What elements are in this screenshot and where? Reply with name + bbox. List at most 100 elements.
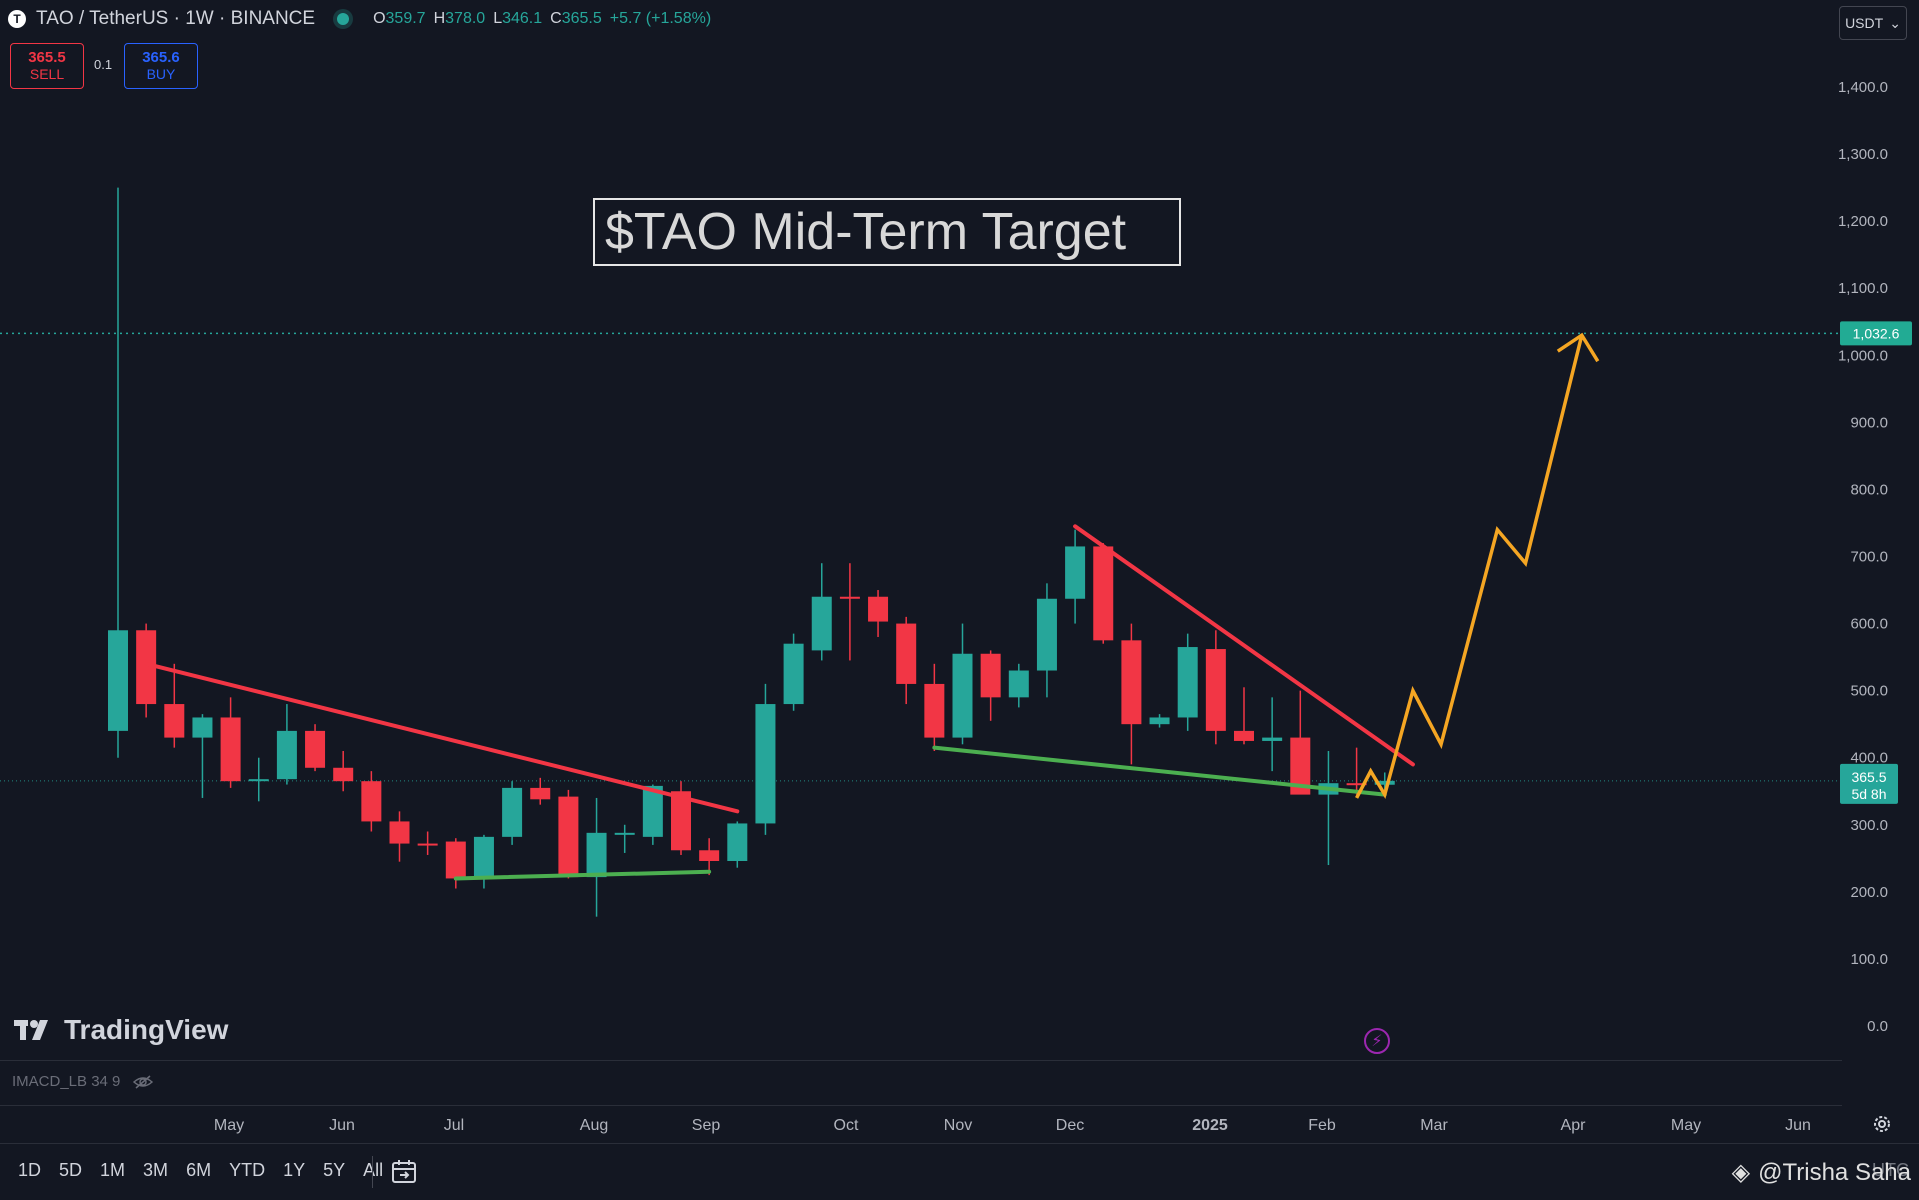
indicator-legend[interactable]: IMACD_LB 34 9 xyxy=(12,1073,154,1090)
target-price-label: 1,032.6 xyxy=(1853,325,1900,341)
candle-body xyxy=(248,779,269,782)
y-tick-label: 0.0 xyxy=(1867,1018,1888,1035)
x-tick-label: Jun xyxy=(329,1117,355,1134)
candle-body xyxy=(952,653,973,738)
range-5d[interactable]: 5D xyxy=(59,1160,83,1180)
candle-body xyxy=(276,730,297,780)
x-tick-label: May xyxy=(1671,1117,1701,1134)
y-tick-label: 500.0 xyxy=(1850,683,1888,700)
candle-body xyxy=(192,717,213,738)
candle-body xyxy=(305,730,326,768)
resistance-trendline xyxy=(1073,524,1415,767)
symbol-title[interactable]: TAO / TetherUS · 1W · BINANCE xyxy=(36,8,316,29)
currency-select[interactable]: USDT ⌄ xyxy=(1839,6,1907,40)
candle-body xyxy=(699,850,720,862)
chart-header: T TAO / TetherUS · 1W · BINANCE O359.7 H… xyxy=(8,8,711,30)
resistance-trendline xyxy=(144,661,740,814)
current-price-badge xyxy=(1840,763,1898,804)
x-tick-label: Feb xyxy=(1308,1117,1336,1134)
y-tick-label: 200.0 xyxy=(1850,884,1888,901)
sell-button[interactable]: 365.5 SELL xyxy=(10,43,84,89)
settings-gear-icon[interactable] xyxy=(1871,1113,1893,1135)
candle-body xyxy=(980,653,1001,698)
calendar-goto-icon[interactable] xyxy=(390,1158,418,1186)
eye-hidden-icon[interactable] xyxy=(132,1074,154,1090)
range-3m[interactable]: 3M xyxy=(143,1160,169,1180)
candle-body xyxy=(530,787,551,800)
candle-body xyxy=(1177,647,1198,718)
support-trendline xyxy=(932,745,1387,797)
toolbar-divider xyxy=(372,1156,373,1188)
current-price-label: 365.5 xyxy=(1851,769,1886,785)
range-ytd[interactable]: YTD xyxy=(229,1160,266,1180)
candle-body xyxy=(108,630,128,731)
x-tick-label: May xyxy=(214,1117,244,1134)
tradingview-logo[interactable]: TradingView xyxy=(14,1014,228,1046)
y-tick-label: 1,000.0 xyxy=(1838,347,1888,364)
tao-logo-icon: T xyxy=(8,10,26,28)
x-tick-label: Sep xyxy=(692,1117,721,1134)
projection-path xyxy=(1355,334,1584,800)
candle-body xyxy=(755,704,776,824)
x-tick-label: 2025 xyxy=(1192,1117,1228,1134)
y-tick-label: 1,200.0 xyxy=(1838,213,1888,230)
x-tick-label: Mar xyxy=(1420,1117,1448,1134)
candle-body xyxy=(1065,546,1086,599)
change-value: +5.7 (+1.58%) xyxy=(609,10,712,27)
author-watermark: ◈ @Trisha Saha xyxy=(1731,1158,1911,1187)
candle-body xyxy=(1008,670,1029,698)
target-price-badge xyxy=(1840,321,1912,346)
y-tick-label: 300.0 xyxy=(1850,817,1888,834)
y-tick-label: 900.0 xyxy=(1850,414,1888,431)
candle-body xyxy=(164,704,185,738)
candle-body xyxy=(1121,640,1142,725)
bottom-toolbar: 1D 5D 1M 3M 6M YTD 1Y 5Y All UTC ◈ @Trisha Saha xyxy=(0,1143,1919,1200)
candle-body xyxy=(1234,730,1254,741)
range-all[interactable]: All xyxy=(363,1160,384,1180)
range-6m[interactable]: 6M xyxy=(186,1160,212,1180)
candle-body xyxy=(896,623,917,684)
candle-body xyxy=(811,596,832,651)
chevron-down-icon: ⌄ xyxy=(1889,14,1901,31)
high-value: 378.0 xyxy=(445,10,486,27)
candle-body xyxy=(333,767,354,782)
candle-body xyxy=(389,821,410,844)
candle-body xyxy=(558,796,579,878)
y-tick-label: 1,400.0 xyxy=(1838,79,1888,96)
spread-value: 0.1 xyxy=(94,57,113,72)
range-1d[interactable]: 1D xyxy=(18,1160,42,1180)
y-tick-label: 100.0 xyxy=(1850,951,1888,968)
candle-body xyxy=(502,787,523,837)
ohlc-values: O359.7 H378.0 L346.1 C365.5 +5.7 (+1.58%… xyxy=(373,10,712,27)
candle-body xyxy=(1149,717,1170,725)
range-1y[interactable]: 1Y xyxy=(283,1160,306,1180)
y-tick-label: 600.0 xyxy=(1850,616,1888,633)
x-tick-label: Jun xyxy=(1785,1117,1811,1134)
buy-button[interactable]: 365.6 BUY xyxy=(124,43,198,89)
market-status-icon xyxy=(337,13,350,25)
candle-body xyxy=(473,836,494,879)
close-value: 365.5 xyxy=(561,10,602,27)
projection-arrowhead xyxy=(1556,332,1600,363)
candle-body xyxy=(417,843,438,846)
candle-body xyxy=(924,683,945,738)
support-trendline xyxy=(453,869,712,881)
candle-body xyxy=(220,717,241,782)
range-selector: 1D 5D 1M 3M 6M YTD 1Y 5Y All xyxy=(18,1160,383,1181)
bolt-icon[interactable]: ⚡ xyxy=(1364,1028,1390,1054)
x-tick-label: Nov xyxy=(944,1117,972,1134)
x-tick-label: Apr xyxy=(1561,1117,1587,1134)
timezone-label[interactable]: UTC xyxy=(1872,1160,1909,1180)
range-1m[interactable]: 1M xyxy=(100,1160,126,1180)
y-tick-label: 800.0 xyxy=(1850,481,1888,498)
candle-body xyxy=(1205,649,1226,731)
candle-body xyxy=(839,596,860,599)
chart-annotation-title[interactable]: $TAO Mid-Term Target xyxy=(593,198,1181,266)
range-5y[interactable]: 5Y xyxy=(323,1160,346,1180)
indicator-pane: IMACD_LB 34 9 xyxy=(0,1060,1842,1106)
candle-body xyxy=(1290,737,1311,795)
tradingview-icon xyxy=(14,1020,48,1040)
candle-body xyxy=(1093,546,1114,641)
y-tick-label: 1,100.0 xyxy=(1838,280,1888,297)
